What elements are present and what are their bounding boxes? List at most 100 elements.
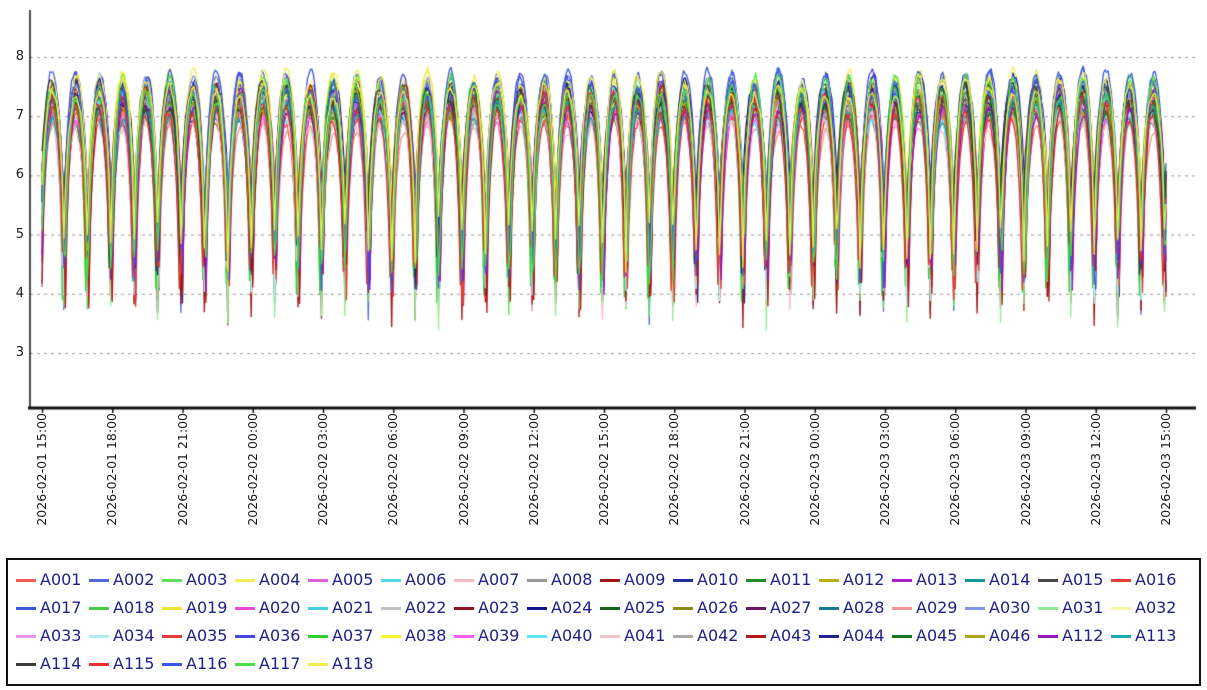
legend-item: A026: [673, 594, 746, 622]
legend-series-label: A024: [551, 598, 593, 617]
legend-item: A001: [16, 566, 89, 594]
legend-series-label: A112: [1062, 626, 1104, 645]
legend-item: A032: [1111, 594, 1184, 622]
legend-box: A001 A002 A003 A004 A005 A006 A007 A008 A009 A010…: [6, 558, 1201, 686]
legend-series-label: A040: [551, 626, 593, 645]
legend-color-dash: [89, 578, 109, 582]
x-tick-label: 2026-02-01 15:00: [34, 413, 49, 526]
x-tick-label: 2026-02-02 21:00: [736, 413, 752, 526]
legend-series-label: A026: [697, 598, 739, 617]
legend-series-label: A113: [1135, 626, 1177, 645]
legend-series-label: A005: [332, 570, 374, 589]
legend-color-dash: [527, 578, 547, 582]
legend-series-label: A033: [40, 626, 82, 645]
legend-color-dash: [235, 662, 255, 666]
legend-color-dash: [89, 662, 109, 666]
legend-color-dash: [673, 606, 693, 610]
y-tick-label: 3: [15, 345, 24, 360]
legend-item: A114: [16, 650, 89, 678]
legend-series-label: A045: [916, 626, 958, 645]
legend-series-label: A009: [624, 570, 666, 589]
legend-series-label: A015: [1062, 570, 1104, 589]
legend-item: A030: [965, 594, 1038, 622]
legend-series-label: A037: [332, 626, 374, 645]
legend-item: A018: [89, 594, 162, 622]
legend-series-label: A027: [770, 598, 812, 617]
legend-series-label: A025: [624, 598, 666, 617]
legend-color-dash: [16, 634, 36, 638]
time-series-chart: 8 7 6 5 4 3 2026-02-01 15:00 2026-02-01 18:00 2…: [0, 0, 1207, 556]
legend-color-dash: [1111, 578, 1131, 582]
x-tick-label: 2026-02-02 15:00: [596, 413, 611, 526]
legend-item: A011: [746, 566, 819, 594]
legend-series-label: A012: [843, 570, 885, 589]
legend-color-dash: [308, 634, 328, 638]
legend-series-label: A016: [1135, 570, 1177, 589]
legend-item: A115: [89, 650, 162, 678]
x-tick-label: 2026-02-01 18:00: [104, 413, 120, 526]
legend-series-label: A028: [843, 598, 885, 617]
legend-item: A019: [162, 594, 235, 622]
legend-item: A034: [89, 622, 162, 650]
legend-color-dash: [965, 606, 985, 610]
legend-item: A004: [235, 566, 308, 594]
legend-color-dash: [746, 578, 766, 582]
x-tick-label: 2026-02-03 09:00: [1017, 413, 1033, 526]
legend-color-dash: [746, 634, 766, 638]
legend-item: A002: [89, 566, 162, 594]
legend-series-label: A042: [697, 626, 739, 645]
legend-item: A022: [381, 594, 454, 622]
legend-item: A117: [235, 650, 308, 678]
legend-series-label: A011: [770, 570, 812, 589]
legend-series-label: A117: [259, 654, 301, 673]
legend-color-dash: [892, 606, 912, 610]
legend-item: A016: [1111, 566, 1184, 594]
legend-color-dash: [819, 606, 839, 610]
legend-color-dash: [819, 634, 839, 638]
y-tick-label: 8: [15, 49, 24, 64]
legend-color-dash: [381, 578, 401, 582]
legend-color-dash: [16, 578, 36, 582]
legend-item: A025: [600, 594, 673, 622]
legend-item: A039: [454, 622, 527, 650]
legend-series-label: A001: [40, 570, 82, 589]
legend-item: A013: [892, 566, 965, 594]
x-tick-label: 2026-02-03 15:00: [1158, 413, 1173, 526]
legend-series-label: A013: [916, 570, 958, 589]
legend-series-label: A034: [113, 626, 155, 645]
legend-item: A021: [308, 594, 381, 622]
legend-color-dash: [965, 578, 985, 582]
legend-color-dash: [454, 606, 474, 610]
legend-series-label: A032: [1135, 598, 1177, 617]
legend-color-dash: [600, 578, 620, 582]
x-tick-label: 2026-02-01 21:00: [174, 413, 190, 526]
legend-series-label: A046: [989, 626, 1031, 645]
y-tick-label: 4: [15, 285, 24, 301]
legend-color-dash: [600, 606, 620, 610]
legend-item: A038: [381, 622, 454, 650]
x-tick-label: 2026-02-03 00:00: [806, 413, 822, 526]
legend-color-dash: [819, 578, 839, 582]
legend-color-dash: [454, 578, 474, 582]
legend-series-label: A003: [186, 570, 228, 589]
legend-series-label: A115: [113, 654, 155, 673]
legend-color-dash: [89, 606, 109, 610]
legend-series-label: A118: [332, 654, 374, 673]
legend-item: A010: [673, 566, 746, 594]
x-tick-label: 2026-02-03 03:00: [877, 413, 892, 526]
legend-item: A043: [746, 622, 819, 650]
legend-item: A112: [1038, 622, 1111, 650]
x-tick-label: 2026-02-02 09:00: [455, 413, 471, 526]
x-tick-label: 2026-02-03 06:00: [947, 413, 963, 526]
legend-series-label: A023: [478, 598, 520, 617]
legend-series-label: A008: [551, 570, 593, 589]
legend-item: A014: [965, 566, 1038, 594]
legend-item: A007: [454, 566, 527, 594]
x-tick-label: 2026-02-03 12:00: [1087, 413, 1103, 526]
legend-series-label: A036: [259, 626, 301, 645]
x-tick-label: 2026-02-02 12:00: [525, 413, 541, 526]
legend-series-label: A007: [478, 570, 520, 589]
legend-item: A033: [16, 622, 89, 650]
legend-item: A045: [892, 622, 965, 650]
legend-color-dash: [235, 606, 255, 610]
